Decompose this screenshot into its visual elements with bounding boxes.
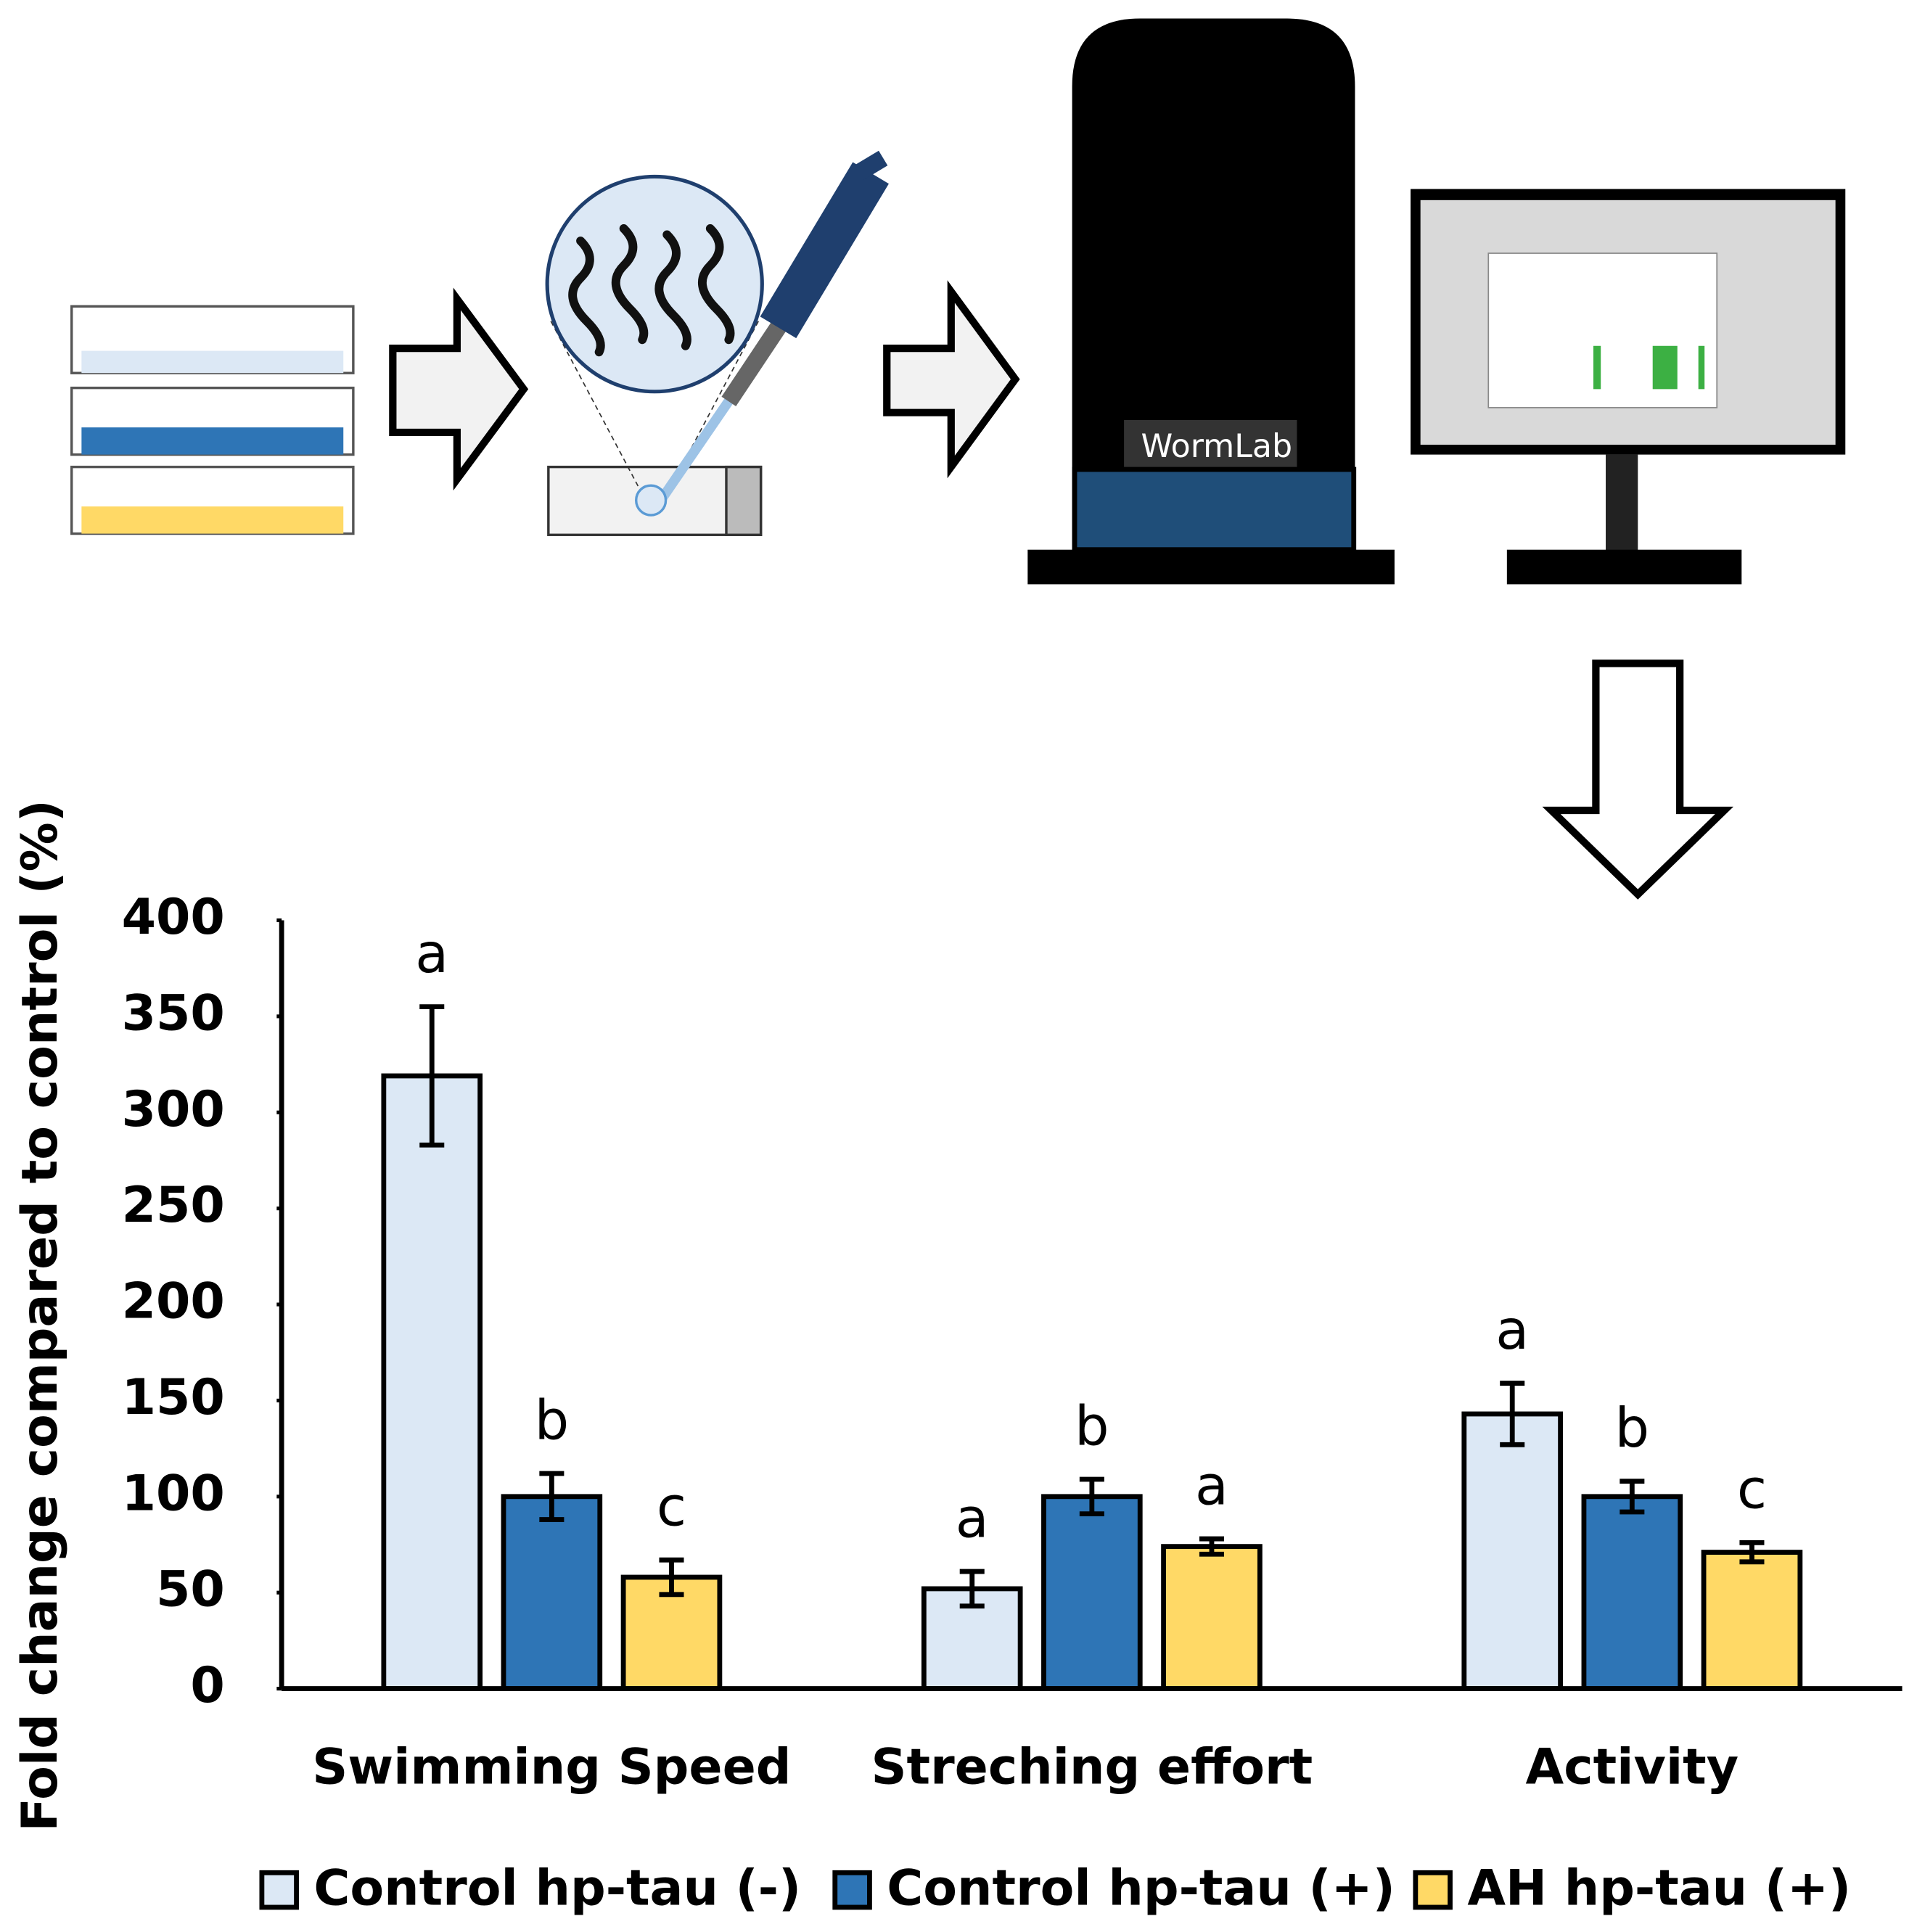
arrow bbox=[389, 287, 529, 491]
significance-letter: b bbox=[1075, 1394, 1109, 1458]
legend-swatch bbox=[259, 1870, 299, 1910]
y-tick-label: 0 bbox=[190, 1657, 224, 1714]
legend-swatch bbox=[1413, 1870, 1453, 1910]
slide-end bbox=[725, 465, 763, 536]
arrow bbox=[1542, 659, 1734, 900]
significance-letter: c bbox=[1737, 1458, 1767, 1521]
significance-letter: a bbox=[415, 921, 448, 985]
device-base bbox=[1072, 466, 1357, 553]
worms bbox=[568, 224, 735, 357]
device-stand bbox=[1027, 549, 1395, 585]
x-tick-label: Swimming Speed bbox=[312, 1738, 791, 1796]
bar bbox=[1581, 1494, 1683, 1691]
bar bbox=[501, 1494, 603, 1691]
bar bbox=[1701, 1550, 1803, 1691]
pipette bbox=[634, 150, 889, 517]
dishes bbox=[70, 305, 355, 535]
bar bbox=[1161, 1544, 1263, 1691]
y-tick-label: 350 bbox=[122, 985, 225, 1042]
significance-letter: a bbox=[956, 1486, 989, 1550]
significance-letter: a bbox=[1195, 1453, 1228, 1517]
arrow bbox=[883, 280, 1020, 479]
device-label-box bbox=[1124, 419, 1297, 467]
bar bbox=[381, 1073, 483, 1691]
y-tick-label: 100 bbox=[122, 1465, 225, 1522]
x-tick-label: Streching effort bbox=[871, 1738, 1313, 1796]
zoom-line bbox=[666, 321, 759, 495]
device-label: WormLab bbox=[1141, 428, 1292, 465]
legend-label: Control hp-tau (+) bbox=[887, 1859, 1395, 1917]
monitor-neck bbox=[1606, 454, 1638, 551]
significance-letter: c bbox=[657, 1475, 686, 1539]
significance-letter: b bbox=[535, 1388, 570, 1452]
y-axis-label: Fold change compared to control (%) bbox=[12, 799, 69, 1831]
significance-letter: a bbox=[1495, 1298, 1529, 1362]
bar bbox=[1461, 1411, 1564, 1691]
legend-label: Control hp-tau (-) bbox=[313, 1859, 801, 1917]
significance-letter: b bbox=[1615, 1396, 1650, 1460]
y-tick-label: 400 bbox=[122, 889, 225, 946]
screen-window bbox=[1487, 252, 1718, 408]
legend-swatch bbox=[832, 1870, 872, 1910]
bar bbox=[1041, 1494, 1143, 1691]
monitor-stand bbox=[1506, 549, 1742, 585]
zoom-line bbox=[550, 321, 643, 495]
legend-label: AH hp-tau (+) bbox=[1467, 1859, 1851, 1917]
y-tick-label: 50 bbox=[156, 1561, 225, 1619]
y-tick-label: 200 bbox=[122, 1273, 225, 1331]
x-tick-label: Activity bbox=[1526, 1738, 1739, 1796]
y-tick-label: 150 bbox=[122, 1369, 225, 1426]
y-tick-label: 250 bbox=[122, 1177, 225, 1234]
wormlab-device bbox=[1072, 18, 1355, 550]
y-tick-label: 300 bbox=[122, 1081, 225, 1138]
